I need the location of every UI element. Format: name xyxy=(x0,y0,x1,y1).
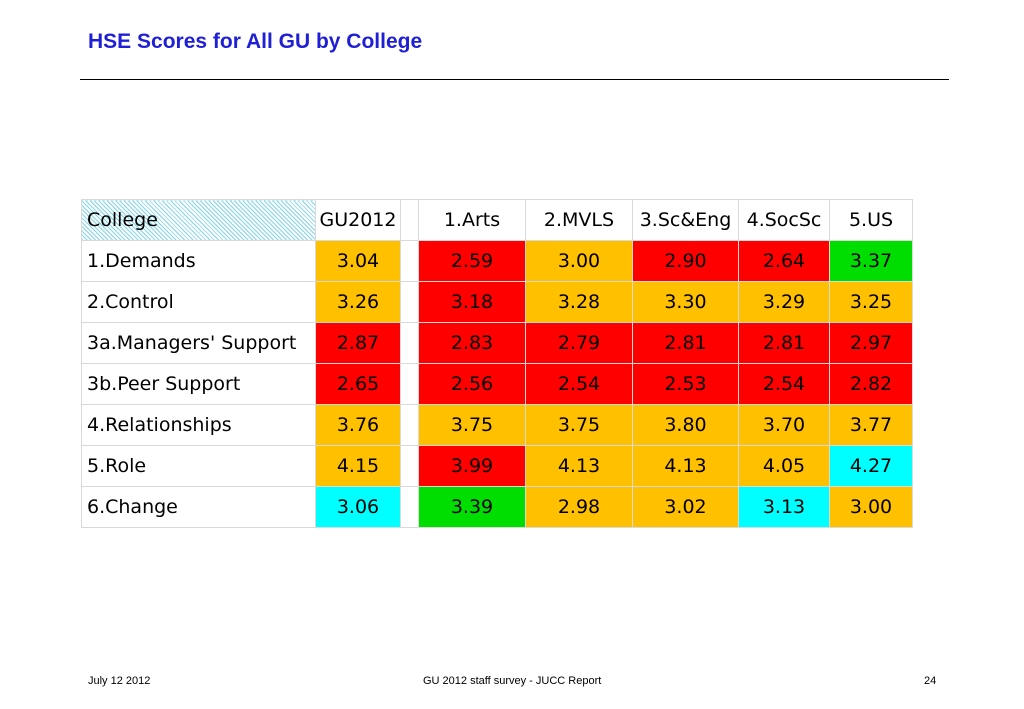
score-cell: 2.56 xyxy=(418,363,526,405)
score-cell: 3.04 xyxy=(315,240,401,282)
score-cell: 2.81 xyxy=(632,322,739,364)
score-cell: 4.13 xyxy=(525,445,633,487)
score-cell: 4.15 xyxy=(315,445,401,487)
table-row: 3a.Managers' Support 2.87 2.83 2.79 2.81 2.81… xyxy=(81,322,913,364)
score-cell: 2.90 xyxy=(632,240,739,282)
footer-date: July 12 2012 xyxy=(88,675,151,687)
score-cell: 3.39 xyxy=(418,486,526,528)
score-cell: 3.77 xyxy=(829,404,913,446)
table-row: 1.Demands 3.04 2.59 3.00 2.90 2.64 3.37 xyxy=(81,240,913,282)
score-cell: 3.76 xyxy=(315,404,401,446)
row-label: 6.Change xyxy=(81,486,316,528)
score-cell: 2.59 xyxy=(418,240,526,282)
score-cell: 3.80 xyxy=(632,404,739,446)
spacer-cell xyxy=(400,322,419,364)
score-cell: 4.05 xyxy=(738,445,830,487)
score-cell: 2.79 xyxy=(525,322,633,364)
score-cell: 3.06 xyxy=(315,486,401,528)
score-cell: 3.00 xyxy=(829,486,913,528)
column-header: GU2012 xyxy=(315,199,401,241)
score-cell: 2.65 xyxy=(315,363,401,405)
score-cell: 2.98 xyxy=(525,486,633,528)
title-divider xyxy=(80,79,949,80)
spacer-cell xyxy=(400,445,419,487)
score-cell: 3.29 xyxy=(738,281,830,323)
score-cell: 3.37 xyxy=(829,240,913,282)
column-header: 5.US xyxy=(829,199,913,241)
table-row: 3b.Peer Support 2.65 2.56 2.54 2.53 2.54 2.82 xyxy=(81,363,913,405)
column-header: 1.Arts xyxy=(418,199,526,241)
score-cell: 2.82 xyxy=(829,363,913,405)
spacer-cell xyxy=(400,486,419,528)
spacer-column xyxy=(400,199,419,241)
score-cell: 3.75 xyxy=(525,404,633,446)
score-cell: 4.13 xyxy=(632,445,739,487)
score-cell: 3.13 xyxy=(738,486,830,528)
score-cell: 3.99 xyxy=(418,445,526,487)
slide-title: HSE Scores for All GU by College xyxy=(88,30,423,53)
score-cell: 3.70 xyxy=(738,404,830,446)
header-college: College xyxy=(81,199,316,241)
score-cell: 3.28 xyxy=(525,281,633,323)
score-cell: 4.27 xyxy=(829,445,913,487)
score-cell: 2.87 xyxy=(315,322,401,364)
score-cell: 2.83 xyxy=(418,322,526,364)
row-label: 4.Relationships xyxy=(81,404,316,446)
score-cell: 3.75 xyxy=(418,404,526,446)
table-header-row: College GU2012 1.Arts 2.MVLS 3.Sc&Eng 4.SocSc… xyxy=(81,199,913,241)
table-row: 5.Role 4.15 3.99 4.13 4.13 4.05 4.27 xyxy=(81,445,913,487)
column-header: 4.SocSc xyxy=(738,199,830,241)
page-number: 24 xyxy=(924,675,937,687)
score-cell: 3.30 xyxy=(632,281,739,323)
score-cell: 3.18 xyxy=(418,281,526,323)
score-cell: 2.97 xyxy=(829,322,913,364)
score-cell: 2.54 xyxy=(738,363,830,405)
score-cell: 3.02 xyxy=(632,486,739,528)
score-cell: 3.25 xyxy=(829,281,913,323)
column-header: 3.Sc&Eng xyxy=(632,199,739,241)
score-cell: 3.00 xyxy=(525,240,633,282)
footer-title: GU 2012 staff survey - JUCC Report xyxy=(423,675,602,687)
spacer-cell xyxy=(400,281,419,323)
table-row: 2.Control 3.26 3.18 3.28 3.30 3.29 3.25 xyxy=(81,281,913,323)
hse-scores-table: College GU2012 1.Arts 2.MVLS 3.Sc&Eng 4.SocSc… xyxy=(81,199,913,528)
spacer-cell xyxy=(400,363,419,405)
score-cell: 2.81 xyxy=(738,322,830,364)
table-row: 6.Change 3.06 3.39 2.98 3.02 3.13 3.00 xyxy=(81,486,913,528)
table-row: 4.Relationships 3.76 3.75 3.75 3.80 3.70 3.77 xyxy=(81,404,913,446)
row-label: 3b.Peer Support xyxy=(81,363,316,405)
spacer-cell xyxy=(400,404,419,446)
score-cell: 3.26 xyxy=(315,281,401,323)
row-label: 2.Control xyxy=(81,281,316,323)
score-cell: 2.64 xyxy=(738,240,830,282)
row-label: 1.Demands xyxy=(81,240,316,282)
score-cell: 2.53 xyxy=(632,363,739,405)
row-label: 5.Role xyxy=(81,445,316,487)
row-label: 3a.Managers' Support xyxy=(81,322,316,364)
spacer-cell xyxy=(400,240,419,282)
score-cell: 2.54 xyxy=(525,363,633,405)
column-header: 2.MVLS xyxy=(525,199,633,241)
